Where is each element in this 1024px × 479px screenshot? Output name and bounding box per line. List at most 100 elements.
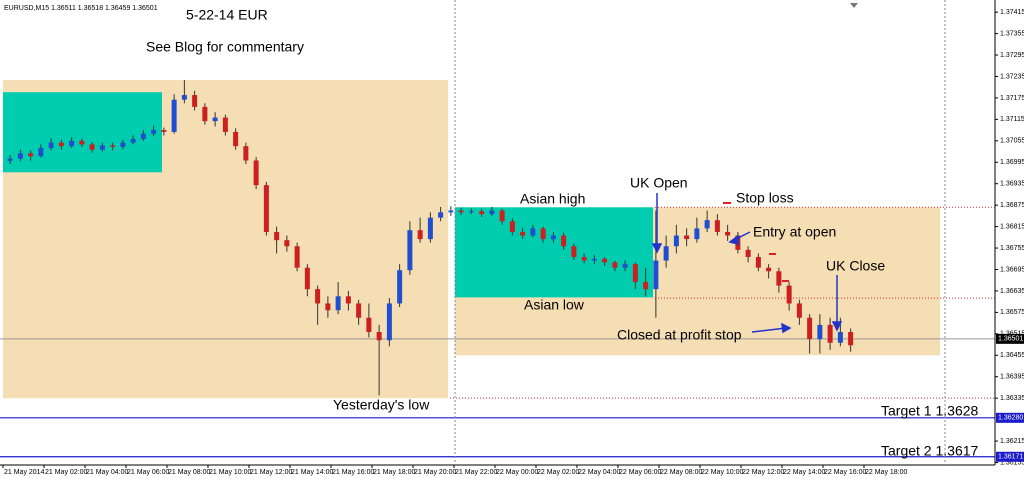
candle-body [140, 133, 146, 140]
candle-body [458, 210, 464, 213]
x-tick-label: 21 May 02:00 [45, 469, 88, 476]
annotation: UK Open [630, 175, 688, 191]
candle-body [622, 264, 628, 268]
candle-body [427, 217, 433, 240]
annotation: Closed at profit stop [617, 327, 742, 343]
x-tick-label: 22 May 06:00 [619, 469, 662, 476]
annotation: 5-22-14 EUR [186, 7, 268, 23]
candle-body [171, 99, 177, 132]
annotation: UK Close [826, 258, 885, 274]
candle-body [253, 160, 259, 186]
candle-body [407, 230, 413, 271]
candle-body [796, 303, 802, 318]
candle-body [151, 130, 157, 134]
y-tick-label: 1.36215 [1000, 438, 1024, 445]
candle-body [335, 296, 341, 311]
candle-body [550, 235, 556, 240]
candle-body [479, 211, 485, 215]
candle-body [561, 235, 567, 247]
candle-body [663, 246, 669, 261]
candle-body [684, 235, 690, 240]
candle-body [325, 303, 331, 311]
candle-body [438, 212, 444, 218]
candle-body [58, 142, 64, 147]
x-tick-label: 21 May 2014 [4, 469, 45, 476]
x-tick-label: 21 May 08:00 [168, 469, 211, 476]
y-tick-label: 1.36935 [1000, 181, 1024, 188]
annotation: Stop loss [736, 190, 794, 206]
candle-body [520, 231, 526, 236]
y-tick-label: 1.36875 [1000, 202, 1024, 209]
y-tick-label: 1.37115 [1000, 116, 1024, 123]
candle-body [704, 220, 710, 229]
x-tick-label: 21 May 12:00 [250, 469, 293, 476]
candle-body [571, 246, 577, 257]
candle-body [612, 262, 618, 268]
candle-body [274, 231, 280, 241]
y-tick-label: 1.36395 [1000, 374, 1024, 381]
candle-body [643, 282, 649, 290]
candle-body [79, 140, 85, 145]
x-tick-label: 22 May 10:00 [701, 469, 744, 476]
candle-body [120, 142, 126, 147]
candle-body [386, 303, 392, 341]
candle-body [294, 246, 300, 268]
candle-body [110, 145, 116, 147]
x-tick-label: 22 May 12:00 [742, 469, 785, 476]
candle-body [69, 140, 75, 147]
annotation: Entry at open [753, 224, 836, 240]
x-tick-label: 21 May 22:00 [455, 469, 498, 476]
candle-body [581, 256, 587, 261]
candle-body [345, 296, 351, 304]
y-tick-label: 1.36815 [1000, 223, 1024, 230]
y-tick-label: 1.37055 [1000, 138, 1024, 145]
arrow-head [781, 322, 792, 334]
candle-body [632, 264, 638, 283]
x-tick-label: 21 May 06:00 [127, 469, 170, 476]
candle-body [837, 332, 843, 343]
candle-body [7, 158, 13, 161]
candle-body [786, 285, 792, 304]
candle-body [817, 324, 823, 340]
candle-body [161, 130, 167, 132]
candle-body [130, 139, 136, 143]
shift-marker [850, 3, 858, 8]
y-tick-label: 1.36635 [1000, 288, 1024, 295]
x-tick-label: 22 May 02:00 [537, 469, 580, 476]
y-tick-label: 1.36695 [1000, 266, 1024, 273]
candle-body [89, 144, 95, 150]
candles [7, 80, 854, 396]
candle-body [499, 210, 505, 222]
axes: 1.37415 1.37355 1.37295 1.37235 1.37175 1.371… [2, 9, 1024, 476]
zone [455, 207, 653, 298]
x-tick-label: 21 May 16:00 [332, 469, 375, 476]
x-tick-label: 22 May 16:00 [824, 469, 867, 476]
x-tick-label: 22 May 14:00 [783, 469, 826, 476]
price-box-label: 1.36501 [998, 336, 1023, 343]
candle-body [284, 240, 290, 247]
candle-body [755, 256, 761, 268]
candle-body [540, 228, 546, 240]
candle-body [766, 267, 772, 272]
candle-body [243, 146, 249, 161]
x-tick-label: 22 May 04:00 [578, 469, 621, 476]
candle-body [745, 249, 751, 257]
candle-body [468, 211, 474, 213]
candle-body [591, 258, 597, 261]
arrow-head [651, 243, 663, 254]
candle-body [366, 317, 372, 333]
stop-marks [723, 202, 789, 282]
x-tick-label: 21 May 18:00 [373, 469, 416, 476]
candle-body [694, 228, 700, 240]
y-tick-label: 1.36575 [1000, 309, 1024, 316]
candle-body [212, 117, 218, 122]
price-box-label: 1.36171 [998, 454, 1023, 461]
price-box [996, 333, 1024, 344]
x-tick-label: 21 May 20:00 [414, 469, 457, 476]
y-tick-label: 1.36995 [1000, 159, 1024, 166]
candle-body [489, 210, 495, 215]
annotation: Asian high [520, 191, 585, 207]
y-tick-label: 1.37415 [1000, 9, 1024, 16]
candle-body [222, 117, 228, 132]
y-tick-label: 1.37175 [1000, 95, 1024, 102]
